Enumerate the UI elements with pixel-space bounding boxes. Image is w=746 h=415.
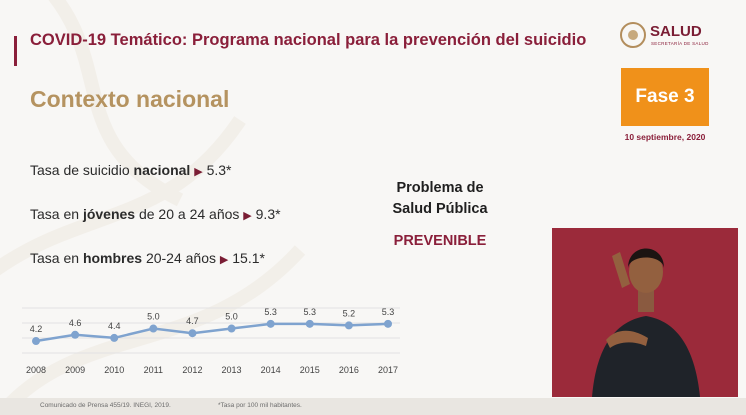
data-label: 5.3 [304,307,317,317]
eagle-seal-icon [620,22,646,48]
data-label: 5.0 [225,312,238,322]
phase-date: 10 septiembre, 2020 [624,132,706,142]
data-label: 5.3 [264,307,277,317]
public-health-callout: Problema de Salud Pública [370,178,510,220]
stat-men-rate: Tasa en hombres 20-24 años ▶ 15.1* [30,250,265,266]
slide-title: COVID-19 Temático: Programa nacional par… [30,31,587,49]
data-label: 4.4 [108,321,121,331]
x-tick-label: 2014 [261,365,281,375]
data-label: 5.0 [147,312,160,322]
sign-language-interpreter-video [552,228,738,397]
triangle-right-icon: ▶ [219,254,229,266]
x-tick-label: 2016 [339,365,359,375]
data-label: 4.2 [30,324,43,334]
stat-national-rate: Tasa de suicidio nacional ▶ 5.3* [30,162,232,178]
suicide-rate-chart: 4.2 2008 4.6 2009 4.4 2010 5.0 2011 4.7 2012 5.0 20… [18,300,410,380]
salud-logo: SALUD SECRETARÍA DE SALUD [620,22,720,50]
x-tick-label: 2011 [144,365,163,375]
x-tick-label: 2017 [378,365,398,375]
data-label: 5.3 [382,307,395,317]
triangle-right-icon: ▶ [243,210,252,222]
data-point [188,329,197,338]
data-label: 4.6 [69,318,82,328]
data-point [344,321,353,330]
data-label: 4.7 [186,316,199,326]
section-heading: Contexto nacional [30,86,230,112]
series-line [35,322,389,343]
preventable-label: PREVENIBLE [393,233,487,249]
stat-youth-rate: Tasa en jóvenes de 20 a 24 años ▶ 9.3* [30,206,281,222]
title-accent-bar [14,36,17,66]
line-chart-svg: 4.2 2008 4.6 2009 4.4 2010 5.0 2011 4.7 2012 5.0 20… [22,307,400,375]
x-tick-label: 2015 [300,365,320,375]
data-point [32,337,40,346]
triangle-right-icon: ▶ [194,166,203,178]
x-tick-label: 2010 [104,365,124,375]
x-tick-label: 2012 [182,365,202,375]
data-label: 5.2 [343,308,356,318]
data-point [384,319,392,328]
logo-name: SALUD [650,23,702,40]
x-tick-label: 2013 [222,365,242,375]
data-point [149,324,158,333]
callout-line-2: Salud Pública [392,201,488,217]
data-point [266,319,275,328]
phase-badge: Fase 3 [621,68,709,126]
logo-subtitle: SECRETARÍA DE SALUD [651,41,709,46]
x-tick-label: 2008 [26,365,46,375]
data-point [305,319,314,328]
data-point [71,330,80,339]
footer-source: Comunicado de Prensa 455/19. INEGI, 2019… [40,402,171,409]
slide-footer: Comunicado de Prensa 455/19. INEGI, 2019… [0,398,746,415]
x-tick-label: 2009 [65,365,85,375]
footer-note: *Tasa por 100 mil habitantes. [218,402,302,409]
data-point [110,333,119,342]
callout-line-1: Problema de [396,180,484,196]
data-point [227,324,236,333]
